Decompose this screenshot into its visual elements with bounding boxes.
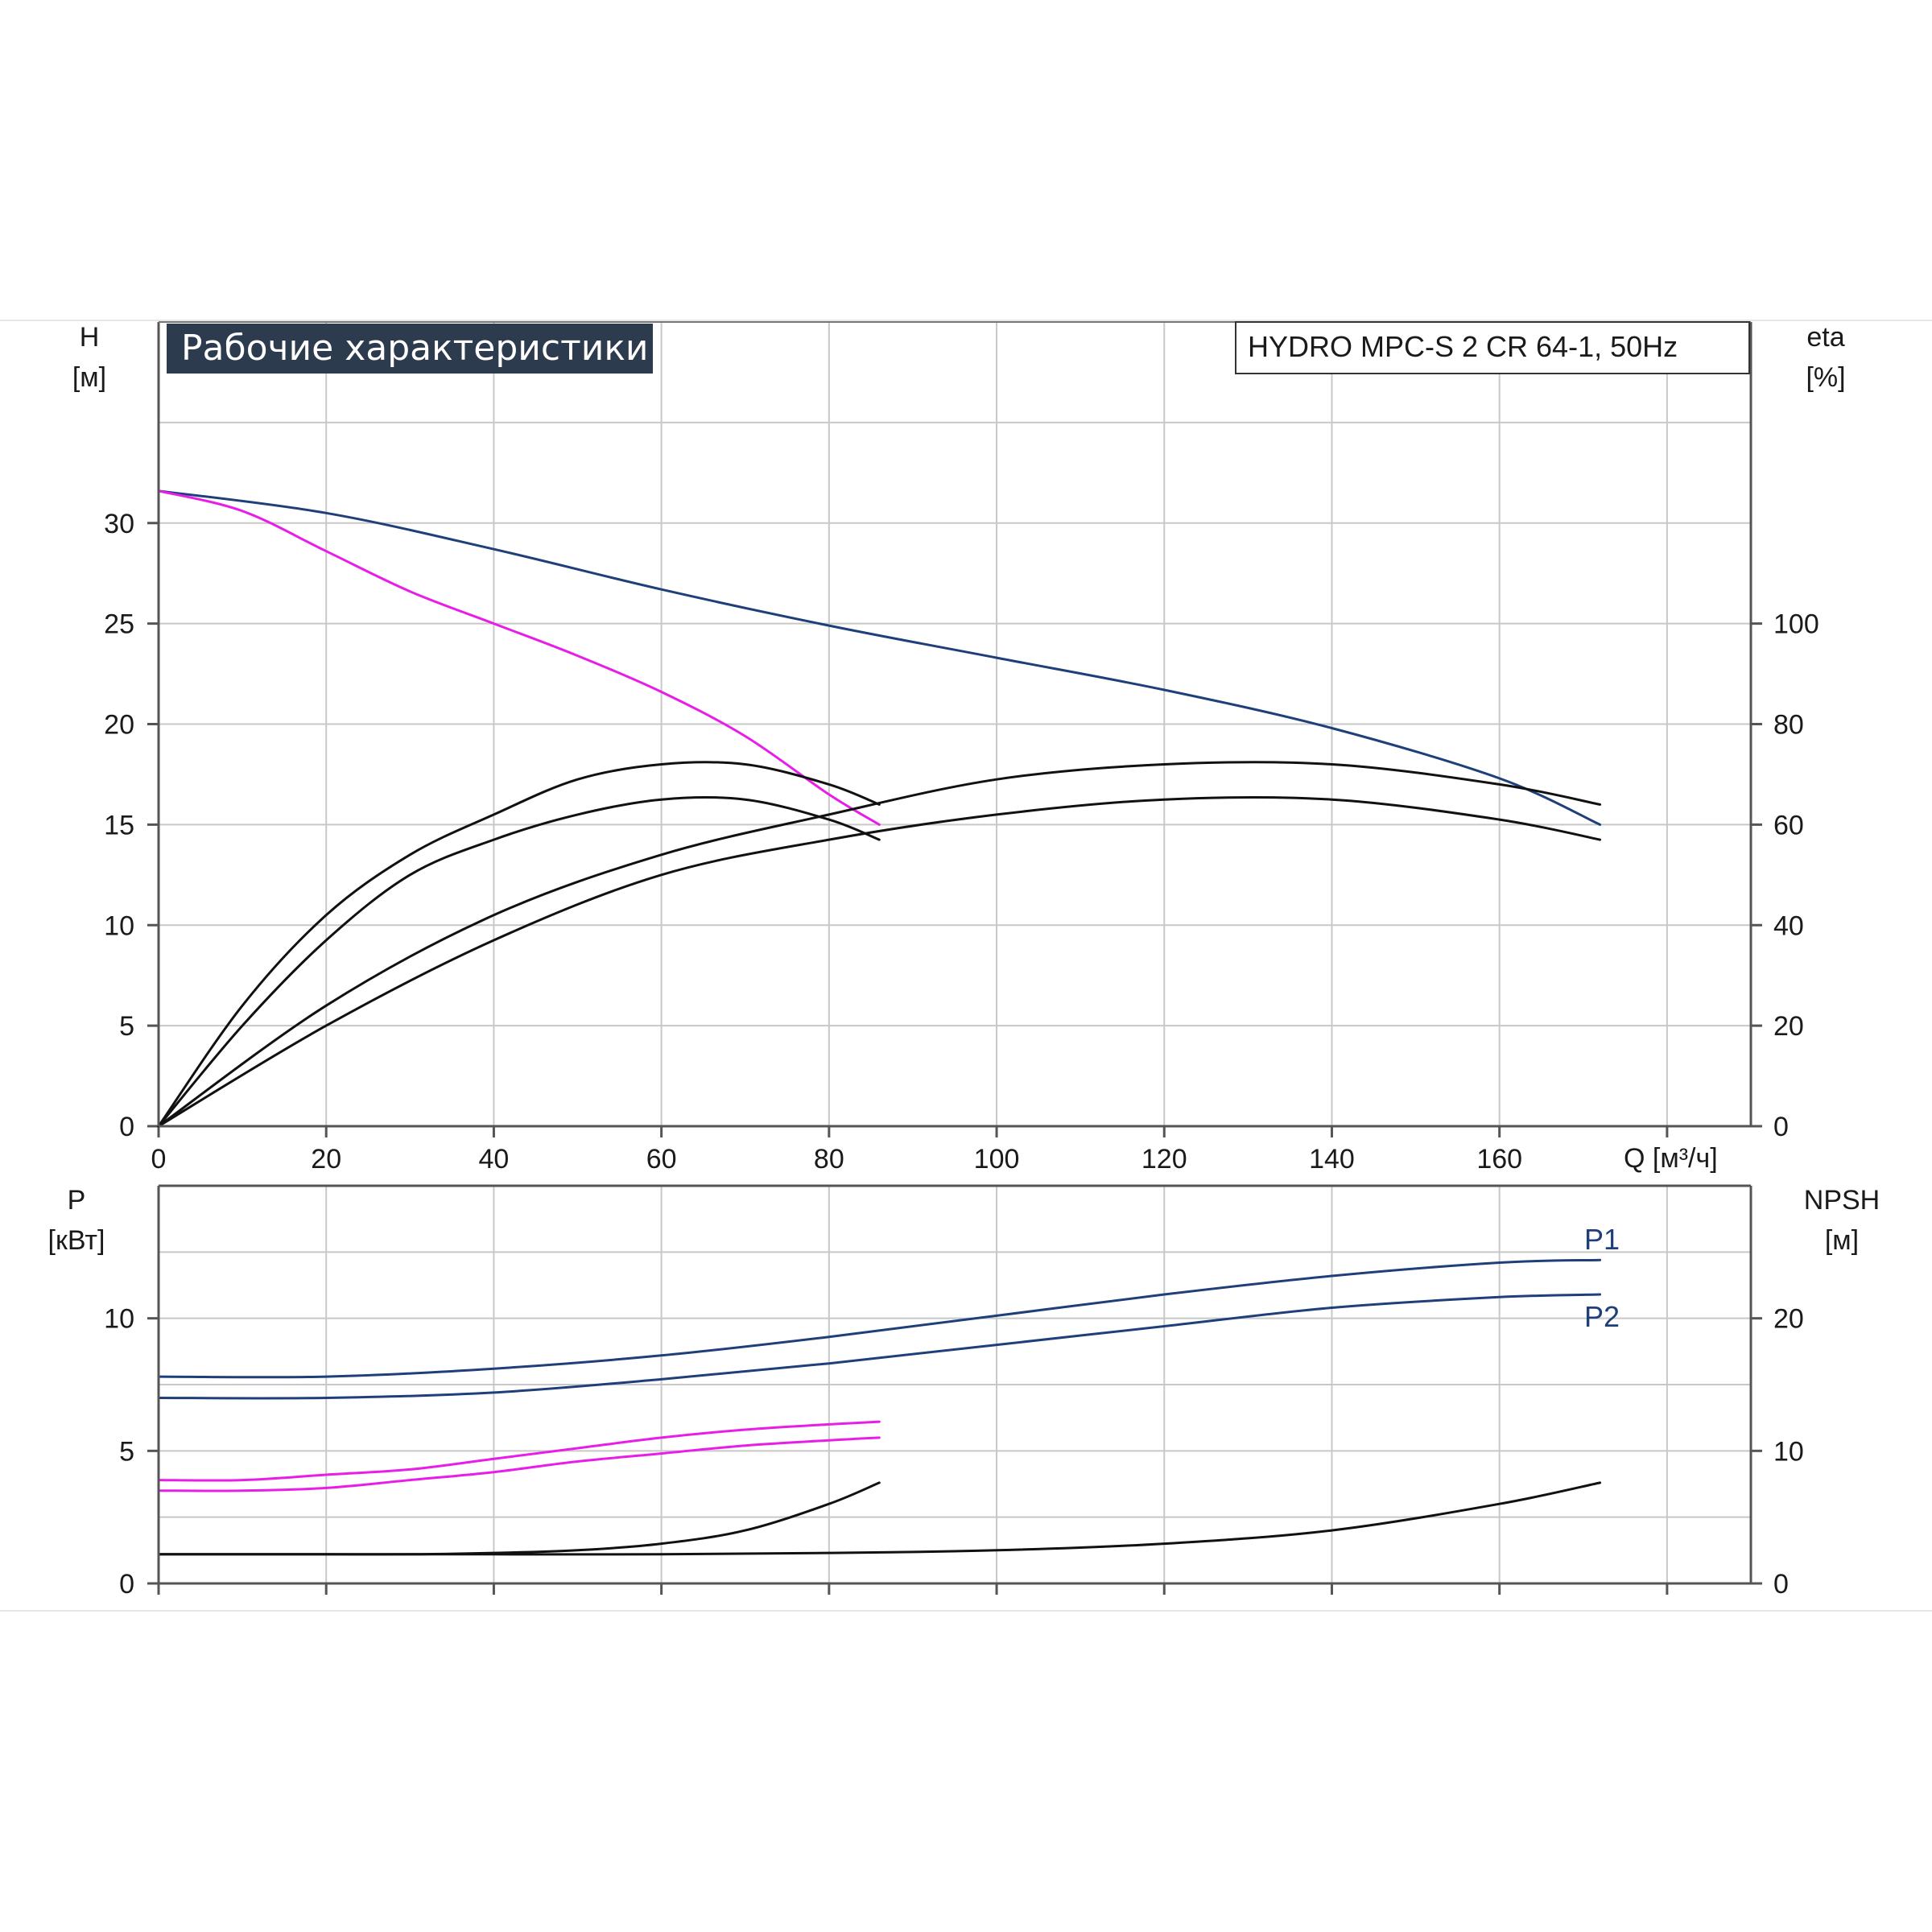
series-label-p1: P1 [1584, 1223, 1620, 1256]
bottom-series [157, 1258, 1602, 1556]
model-label: HYDRO MPC-S 2 CR 64-1, 50Hz [1248, 330, 1678, 363]
y-right-tick-label: 10 [1773, 1436, 1804, 1467]
x-tick-label: 100 [974, 1144, 1020, 1174]
series-label-p2: P2 [1584, 1300, 1620, 1333]
y-right-label: eta [1806, 322, 1844, 353]
x-tick-label: 140 [1309, 1144, 1355, 1174]
title-box [167, 324, 653, 374]
y-right-tick-label: 0 [1773, 1112, 1789, 1142]
y-left-unit: [м] [72, 362, 106, 393]
series-line-1-0 [157, 1258, 1602, 1379]
y-right-tick-label: 80 [1773, 710, 1804, 741]
bottom-separator [0, 1610, 1932, 1612]
x-tick-label: 160 [1476, 1144, 1522, 1174]
model-box [1235, 321, 1750, 374]
y-left-tick-label: 10 [104, 1304, 134, 1335]
y-right-tick-label: 0 [1773, 1569, 1789, 1600]
y-left-tick-label: 0 [119, 1112, 134, 1142]
x-tick-label: 0 [151, 1144, 167, 1174]
y-left-tick-label: 30 [104, 509, 134, 539]
top-grid [159, 322, 1751, 1126]
p-axis-unit: [кВт] [48, 1225, 105, 1256]
bottom-grid [159, 1186, 1751, 1583]
y-left-tick-label: 25 [104, 609, 134, 640]
series-line-0-3 [157, 795, 881, 1128]
x-tick-label: 120 [1141, 1144, 1187, 1174]
series-line-1-5 [157, 1481, 1602, 1556]
y-right-tick-label: 20 [1773, 1304, 1804, 1335]
chart-title: Рабочие характеристики [181, 328, 649, 369]
series-line-1-2 [157, 1420, 881, 1482]
x-tick-label: 20 [311, 1144, 341, 1174]
top-panel: 0 5 10 15 20 25 30 0 20 40 60 80 100 0 20 40 60 80 100 120 1… [72, 321, 1846, 1174]
bottom-ticks: 0 5 10 0 10 20 [104, 1304, 1804, 1600]
y-right-unit: [%] [1806, 362, 1845, 393]
series-line-0-5 [157, 795, 1602, 1128]
npsh-axis-label: NPSH [1804, 1185, 1880, 1216]
y-left-tick-label: 10 [104, 910, 134, 941]
y-left-tick-label: 5 [119, 1436, 134, 1467]
series-line-0-0 [157, 489, 1602, 826]
y-left-label: H [80, 322, 100, 353]
p-axis-label: P [68, 1185, 86, 1216]
top-separator [0, 320, 1932, 321]
series-line-0-2 [157, 761, 881, 1128]
y-left-tick-label: 5 [119, 1011, 134, 1042]
y-right-tick-label: 40 [1773, 910, 1804, 941]
y-left-tick-label: 20 [104, 710, 134, 741]
y-left-tick-label: 0 [119, 1569, 134, 1600]
y-right-tick-label: 100 [1773, 609, 1819, 640]
x-tick-label: 80 [814, 1144, 844, 1174]
bottom-panel: 0 5 10 0 10 20 P [кВт] NPSH [м] P1 P2 [48, 1184, 1880, 1600]
series-line-0-1 [157, 489, 881, 826]
x-axis-label: Q [м³/ч] [1624, 1143, 1718, 1174]
npsh-axis-unit: [м] [1825, 1225, 1859, 1256]
series-line-1-3 [157, 1436, 881, 1492]
series-line-1-1 [157, 1293, 1602, 1400]
top-ticks: 0 5 10 15 20 25 30 0 20 40 60 80 100 0 20 40 60 80 100 120 1… [104, 509, 1819, 1174]
x-tick-label: 60 [646, 1144, 677, 1174]
y-right-tick-label: 60 [1773, 810, 1804, 840]
y-right-tick-label: 20 [1773, 1011, 1804, 1042]
series-line-0-4 [157, 761, 1602, 1128]
y-left-tick-label: 15 [104, 810, 134, 840]
top-series [157, 489, 1602, 1128]
x-tick-label: 40 [479, 1144, 510, 1174]
